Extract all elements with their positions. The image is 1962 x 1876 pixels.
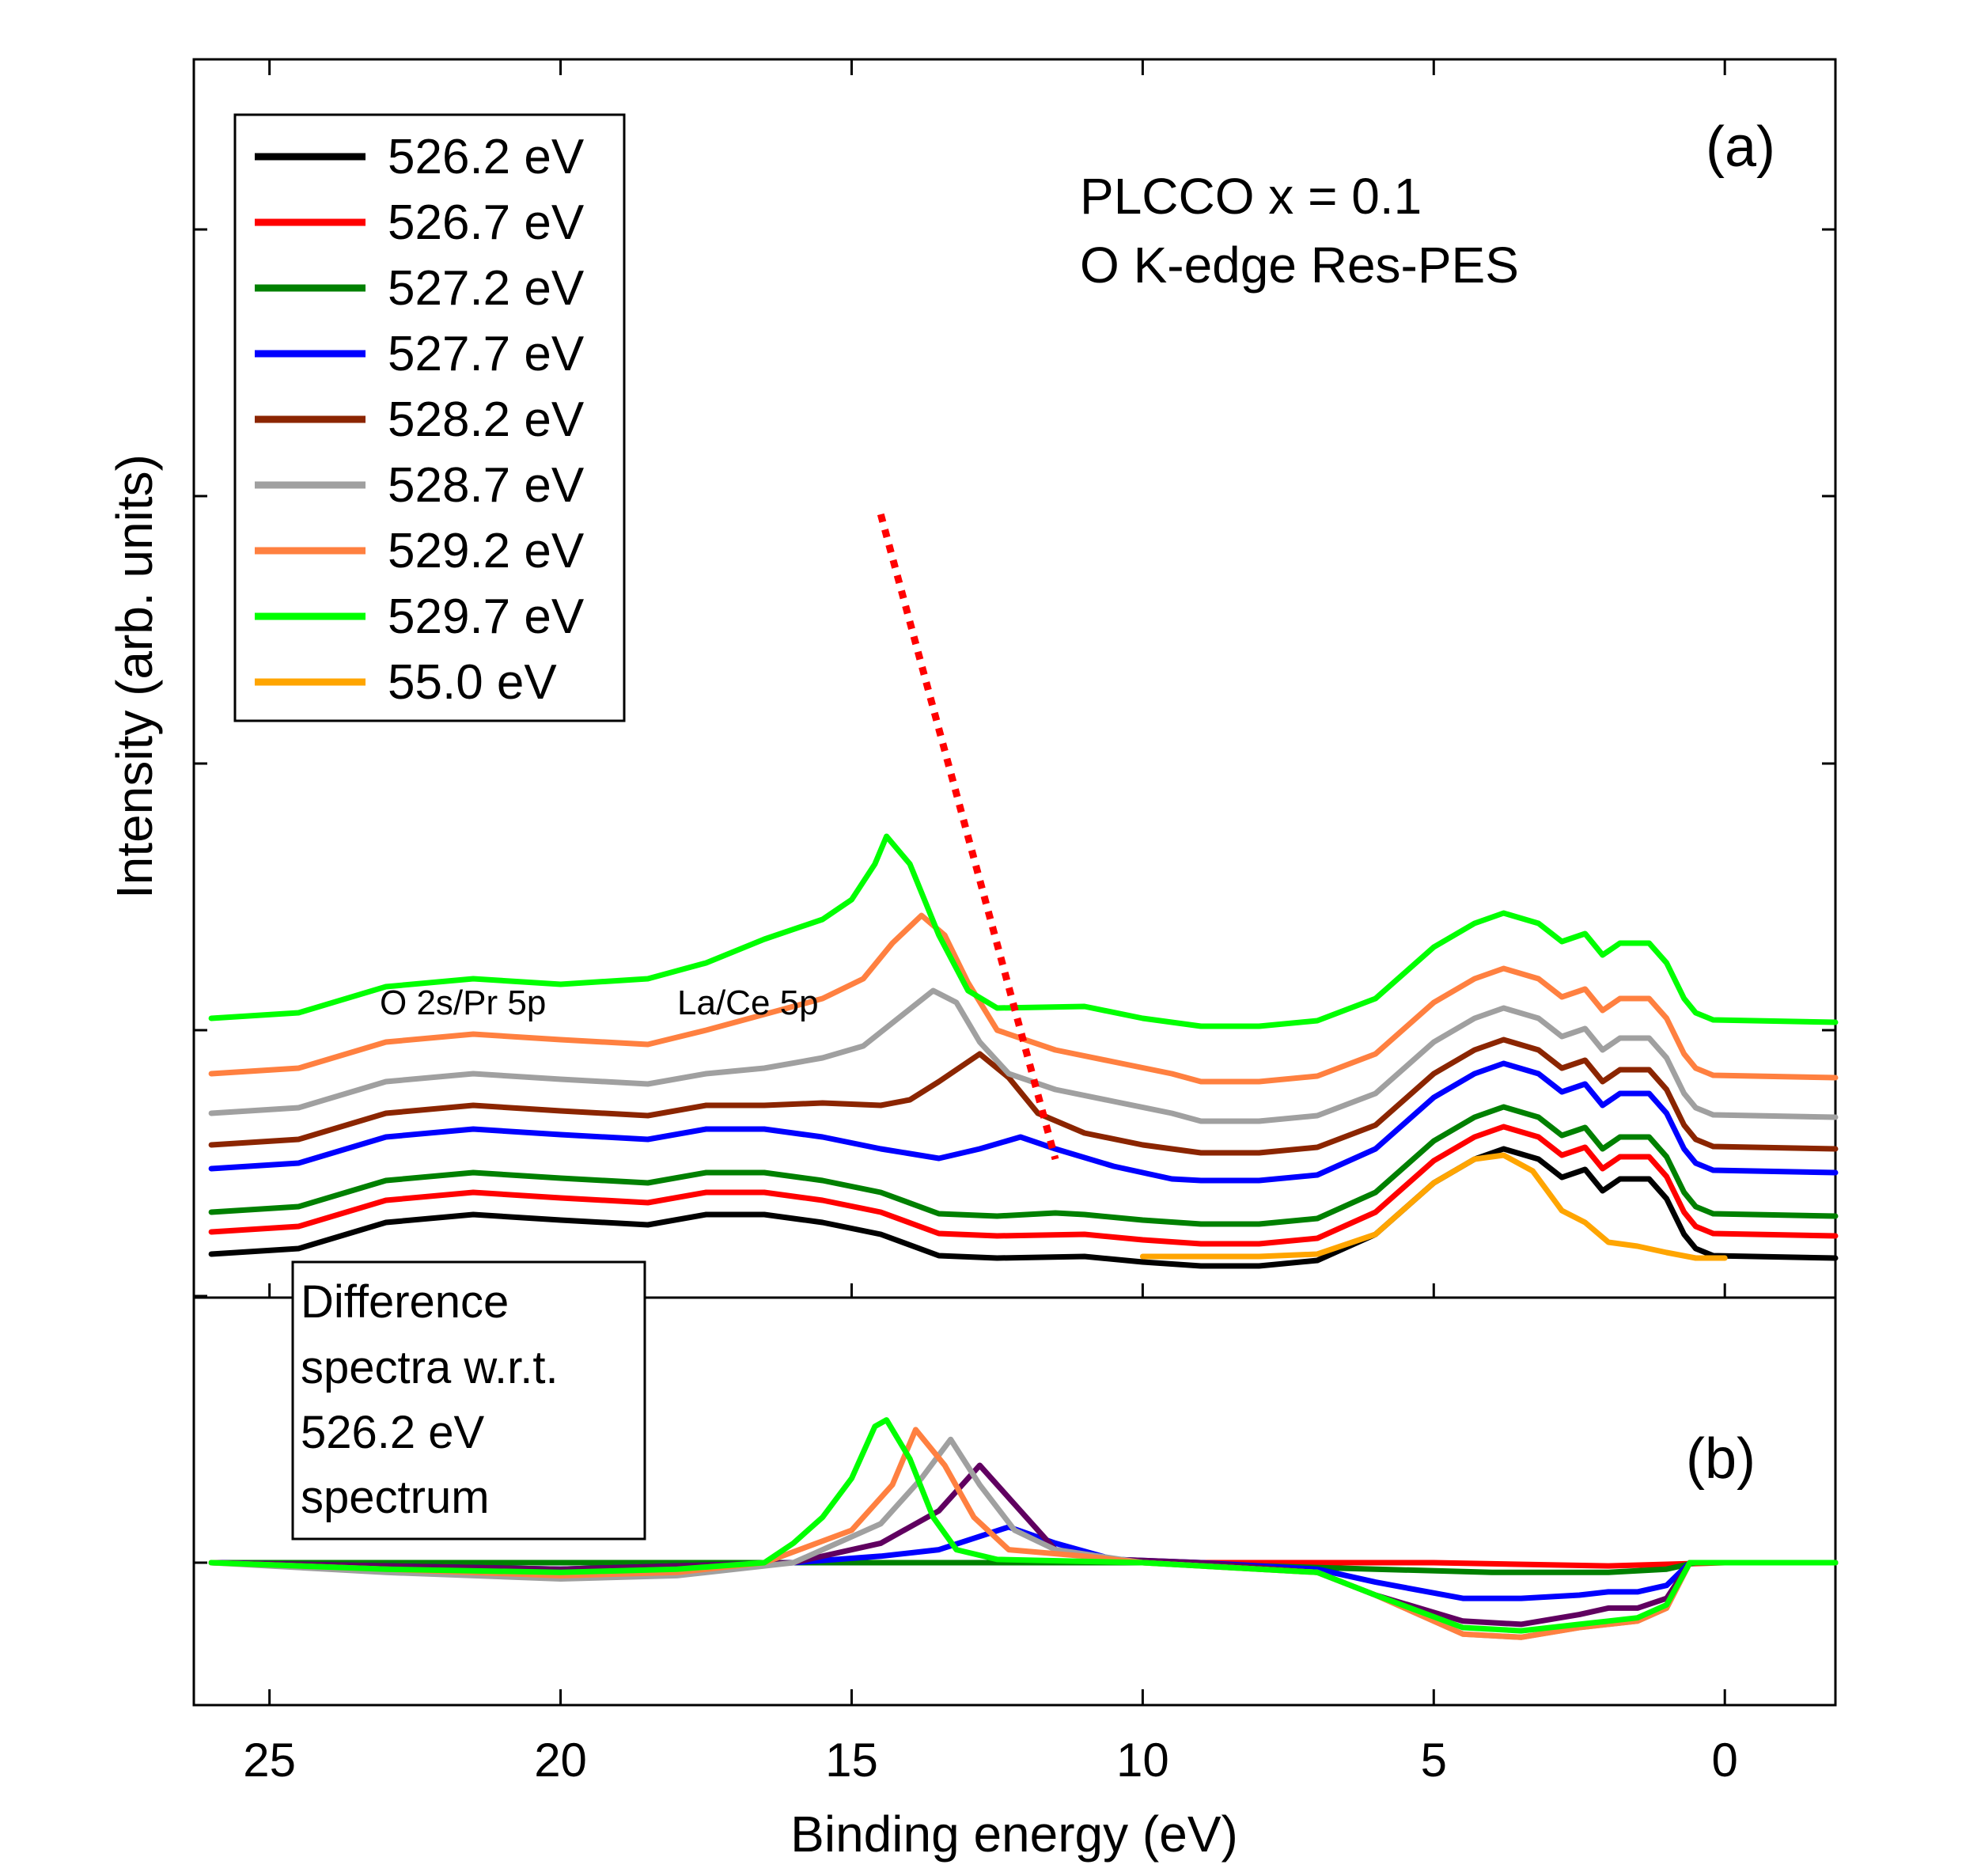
- legend-label-527-7-ev: 527.7 eV: [388, 327, 585, 381]
- x-tick-label: 15: [825, 1734, 878, 1787]
- panel-b-label: (b): [1686, 1427, 1756, 1491]
- x-ticks: [268, 59, 1726, 1705]
- legend-label-526-2-ev: 526.2 eV: [388, 130, 585, 184]
- x-tick-label: 20: [534, 1734, 587, 1787]
- legend-label-529-7-ev: 529.7 eV: [388, 589, 585, 644]
- x-tick-label: 25: [243, 1734, 296, 1787]
- curve-a-527-2-ev: [208, 1104, 1839, 1227]
- x-tick-label: 10: [1116, 1734, 1169, 1787]
- curve-a-526-7-ev: [208, 1124, 1839, 1247]
- curve-a-527-7-ev: [208, 1060, 1839, 1184]
- curve-a-55-0-ev: [1139, 1152, 1728, 1261]
- curve-a-529-7-ev: [208, 833, 1839, 1029]
- legend-label-528-2-ev: 528.2 eV: [388, 392, 585, 447]
- x-axis-label: Binding energy (eV): [790, 1806, 1238, 1863]
- x-tick-labels: 25 20 15 10 5 0: [243, 1734, 1738, 1787]
- legend-label-528-7-ev: 528.7 eV: [388, 458, 585, 513]
- difference-caption: Difference spectra w.r.t. 526.2 eV spect…: [291, 1260, 646, 1541]
- curve-b-529-7-ev: [208, 1417, 1839, 1634]
- y-axis-label: Intensity (arb. units): [106, 454, 163, 899]
- x-tick-label: 0: [1712, 1734, 1738, 1787]
- curve-a-529-2-ev: [208, 912, 1839, 1085]
- legend: 526.2 eV 526.7 eV 527.2 eV 527.7 eV 528.2 eV…: [233, 113, 626, 722]
- panel-a-curves: [208, 833, 1839, 1269]
- legend-label-55-0-ev: 55.0 eV: [388, 655, 557, 710]
- panel-b-curves: [208, 1417, 1839, 1640]
- difference-caption-line4: spectrum: [301, 1472, 490, 1523]
- legend-label-527-2-ev: 527.2 eV: [388, 261, 585, 316]
- legend-label-526-7-ev: 526.7 eV: [388, 195, 585, 250]
- x-tick-label: 5: [1421, 1734, 1447, 1787]
- difference-caption-line1: Difference: [301, 1276, 509, 1328]
- annotation-o2s-pr5p: O 2s/Pr 5p: [380, 983, 546, 1022]
- panel-b-frame: [192, 1296, 1837, 1707]
- difference-caption-frame: [291, 1260, 646, 1541]
- sample-title: PLCCO x = 0.1: [1080, 168, 1422, 225]
- dispersion-guide-line: [877, 513, 1059, 1161]
- difference-caption-line3: 526.2 eV: [301, 1407, 485, 1458]
- sample-subtitle: O K-edge Res-PES: [1080, 237, 1519, 294]
- legend-label-529-2-ev: 529.2 eV: [388, 524, 585, 578]
- annotation-lace-5p: La/Ce 5p: [677, 983, 819, 1022]
- curve-a-526-2-ev: [208, 1146, 1839, 1269]
- panel-a-label: (a): [1706, 116, 1775, 179]
- difference-caption-line2: spectra w.r.t.: [301, 1342, 559, 1393]
- curve-a-528-2-ev: [208, 1037, 1839, 1156]
- curve-a-528-7-ev: [208, 987, 1839, 1124]
- legend-items: 526.2 eV 526.7 eV 527.2 eV 527.7 eV 528.2 eV…: [255, 130, 585, 710]
